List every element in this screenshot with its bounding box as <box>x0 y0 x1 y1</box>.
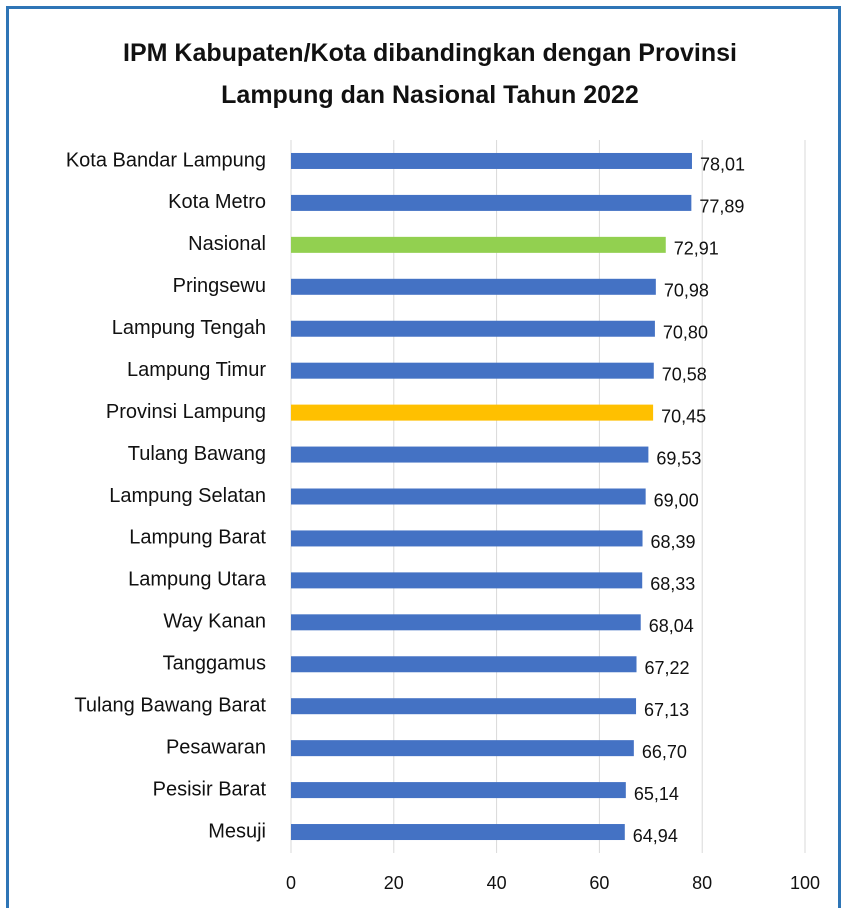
bar <box>291 404 654 421</box>
value-label: 68,04 <box>649 616 694 636</box>
category-label: Tulang Bawang Barat <box>74 694 266 716</box>
value-label: 67,22 <box>645 658 690 678</box>
value-label: 68,33 <box>650 574 695 594</box>
x-tick-label: 20 <box>384 873 404 893</box>
category-label: Lampung Barat <box>129 527 266 549</box>
value-label: 69,53 <box>656 448 701 468</box>
bar <box>291 782 626 799</box>
value-label: 68,39 <box>651 532 696 552</box>
bar <box>291 152 692 169</box>
bar <box>291 278 656 295</box>
x-tick-label: 80 <box>692 873 712 893</box>
value-label: 70,45 <box>661 406 706 426</box>
value-label: 67,13 <box>644 700 689 720</box>
value-label: 70,98 <box>664 281 709 301</box>
category-label: Pesawaran <box>166 736 266 758</box>
bar <box>291 362 654 379</box>
bar <box>291 572 643 589</box>
category-label: Tanggamus <box>163 653 266 675</box>
x-tick-label: 0 <box>286 873 296 893</box>
bar <box>291 656 637 673</box>
value-label: 72,91 <box>674 239 719 259</box>
bar <box>291 740 634 757</box>
x-tick-label: 40 <box>487 873 507 893</box>
value-label: 64,94 <box>633 826 678 846</box>
value-label: 70,80 <box>663 322 708 342</box>
bar <box>291 236 666 253</box>
category-label: Lampung Selatan <box>109 485 266 507</box>
bar <box>291 698 637 715</box>
value-label: 65,14 <box>634 784 679 804</box>
bar <box>291 320 655 337</box>
value-label: 66,70 <box>642 742 687 762</box>
value-label: 69,00 <box>654 490 699 510</box>
category-label: Kota Metro <box>168 191 266 213</box>
bar <box>291 194 692 211</box>
value-label: 77,89 <box>699 197 744 217</box>
value-label: 78,01 <box>700 155 745 175</box>
chart-title: IPM Kabupaten/Kota dibandingkan dengan P… <box>123 39 737 109</box>
x-tick-label: 60 <box>589 873 609 893</box>
frame <box>6 6 841 908</box>
category-label: Provinsi Lampung <box>106 401 266 423</box>
bar <box>291 824 625 841</box>
category-label: Way Kanan <box>163 611 266 633</box>
bar <box>291 614 641 631</box>
category-label: Mesuji <box>208 820 266 842</box>
bar <box>291 446 649 463</box>
category-label: Lampung Timur <box>127 359 266 381</box>
bar <box>291 488 646 505</box>
category-label: Kota Bandar Lampung <box>66 149 266 171</box>
value-label: 70,58 <box>662 364 707 384</box>
x-tick-label: 100 <box>790 873 820 893</box>
category-label: Pesisir Barat <box>153 778 267 800</box>
bar <box>291 530 643 547</box>
category-label: Nasional <box>188 233 266 255</box>
category-label: Tulang Bawang <box>128 443 266 465</box>
category-label: Pringsewu <box>173 275 266 297</box>
category-label: Lampung Tengah <box>112 317 266 339</box>
category-label: Lampung Utara <box>128 569 267 591</box>
